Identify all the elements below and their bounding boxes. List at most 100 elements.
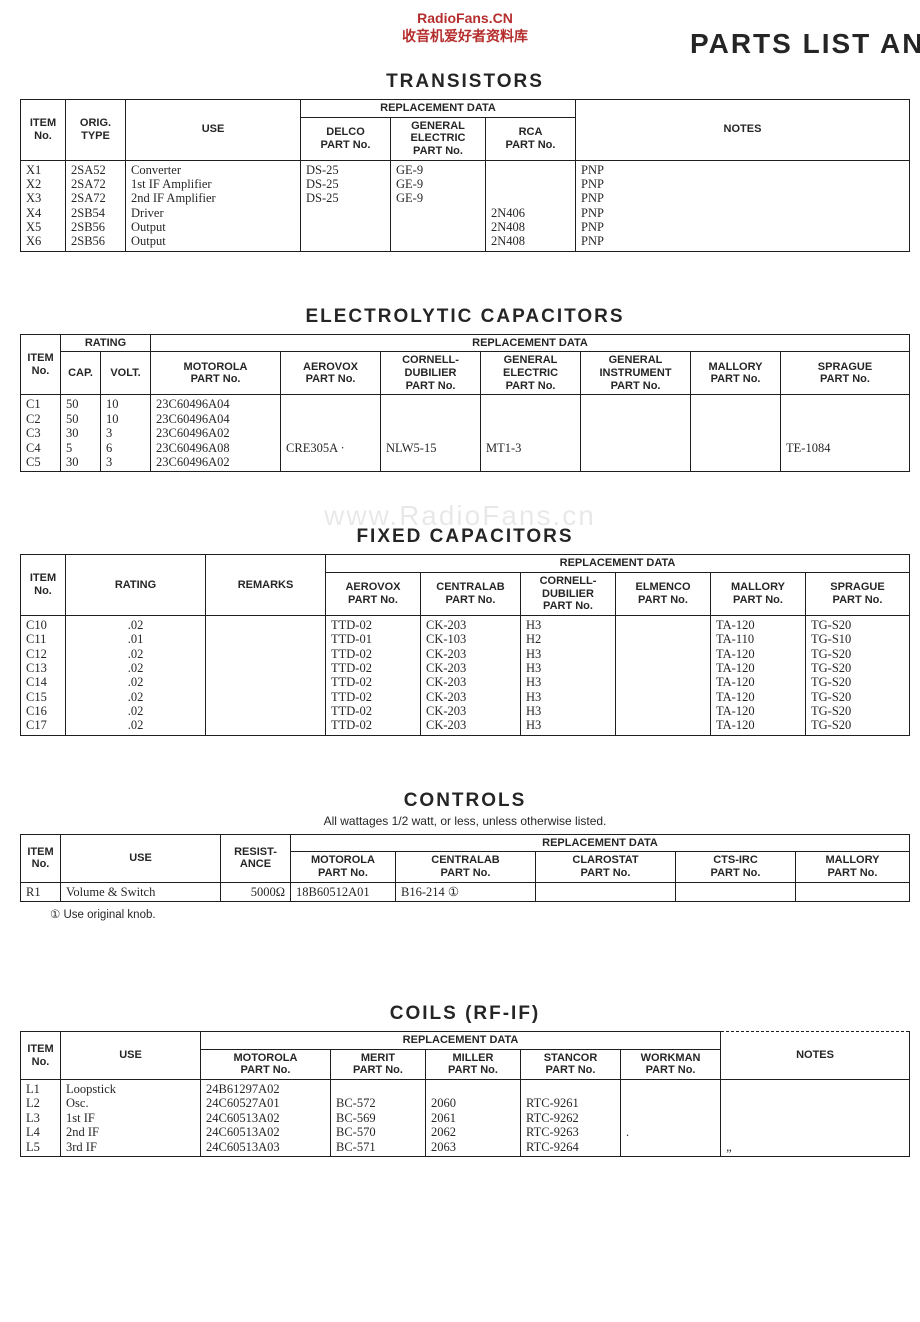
coils-table: ITEMNo. USE REPLACEMENT DATA NOTES MOTOR… (20, 1031, 910, 1157)
cell-item: X1 (26, 163, 60, 177)
cell-item: X6 (26, 234, 60, 248)
th-remarks: REMARKS (206, 555, 326, 616)
cell-mallory (696, 412, 775, 426)
th-stancor: STANCORPART No. (521, 1049, 621, 1079)
cell-sprague (786, 426, 904, 440)
cell-gi (586, 412, 685, 426)
cell-resist: 5000Ω (221, 882, 291, 901)
transistors-table: ITEMNo. ORIG.TYPE USE REPLACEMENT DATA N… (20, 99, 910, 252)
cell-volt: 10 (106, 397, 145, 411)
cell-sprague: TG-S20 (811, 661, 904, 675)
cell-notes (726, 1111, 904, 1125)
cell-volt: 3 (106, 426, 145, 440)
th-moto: MOTOROLAPART No. (151, 352, 281, 395)
cell-sprague: TG-S20 (811, 647, 904, 661)
cell-aero: TTD-02 (331, 704, 415, 718)
cell-miller: 2062 (431, 1125, 515, 1139)
cell-sprague: TG-S20 (811, 718, 904, 732)
cell-use: 1st IF (66, 1111, 195, 1125)
th-mallory: MALLORYPART No. (691, 352, 781, 395)
cell-moto: 24C60513A03 (206, 1140, 325, 1154)
cell-item: X5 (26, 220, 60, 234)
cell-merit: BC-572 (336, 1096, 420, 1110)
cell-aero: TTD-02 (331, 675, 415, 689)
cell-moto: 23C60496A04 (156, 397, 275, 411)
cell-mallory: TA-120 (716, 661, 800, 675)
th-use: USE (126, 100, 301, 161)
cell-item: L4 (26, 1125, 55, 1139)
th-cts: CTS-IRCPART No. (676, 852, 796, 882)
cell-merit (336, 1082, 420, 1096)
cell-rating: .01 (71, 632, 200, 646)
cell-cd (386, 426, 475, 440)
cell-rca (491, 177, 570, 191)
cell-ge (396, 206, 480, 220)
cell-workman (626, 1140, 715, 1154)
cell-item: C10 (26, 618, 60, 632)
cell-miller (431, 1082, 515, 1096)
cell-sprague: TG-S20 (811, 704, 904, 718)
cell-item: X3 (26, 191, 60, 205)
cell-use: Loopstick (66, 1082, 195, 1096)
cell-centralab: CK-203 (426, 718, 515, 732)
cell-item: C5 (26, 455, 55, 469)
section-title-transistors: TRANSISTORS (20, 71, 910, 93)
cell-centralab: CK-203 (426, 618, 515, 632)
cell-use: 2nd IF (66, 1125, 195, 1139)
th-orig: ORIG.TYPE (66, 100, 126, 161)
cell-centralab: CK-203 (426, 690, 515, 704)
cell-mallory: TA-110 (716, 632, 800, 646)
th-moto: MOTOROLAPART No. (291, 852, 396, 882)
cell-elmenco (621, 632, 705, 646)
cell-centralab: CK-203 (426, 704, 515, 718)
cell-remarks (211, 632, 320, 646)
cell-cd: H3 (526, 704, 610, 718)
cell-merit: BC-569 (336, 1111, 420, 1125)
cell-item: X4 (26, 206, 60, 220)
cell-moto: 23C60496A08 (156, 441, 275, 455)
th-volt: VOLT. (101, 352, 151, 395)
cell-moto: 18B60512A01 (291, 882, 396, 901)
cell-gi (586, 426, 685, 440)
cell-rating: .02 (71, 690, 200, 704)
th-delco: DELCOPART No. (301, 117, 391, 160)
cell-clarostat (536, 882, 676, 901)
cell-elmenco (621, 675, 705, 689)
cell-cap: 5 (66, 441, 95, 455)
cell-mallory (696, 441, 775, 455)
cell-orig: 2SB56 (71, 220, 120, 234)
cell-remarks (211, 618, 320, 632)
cell-orig: 2SA72 (71, 177, 120, 191)
th-rating: RATING (61, 334, 151, 352)
cell-rating: .02 (71, 704, 200, 718)
cell-sprague (786, 397, 904, 411)
cell-use: Osc. (66, 1096, 195, 1110)
cell-delco: DS-25 (306, 177, 385, 191)
table-row: R1 Volume & Switch 5000Ω 18B60512A01 B16… (21, 882, 910, 901)
th-cap: CAP. (61, 352, 101, 395)
cell-gi (586, 397, 685, 411)
cell-cd (386, 412, 475, 426)
cell-sprague (786, 412, 904, 426)
th-notes: NOTES (576, 100, 910, 161)
cell-delco: DS-25 (306, 191, 385, 205)
cell-ge (486, 426, 575, 440)
cell-rating: .02 (71, 647, 200, 661)
cell-delco (306, 220, 385, 234)
th-ge: GENERALELECTRICPART No. (391, 117, 486, 160)
watermark-line1: RadioFans.CN (20, 10, 910, 28)
cell-item: C11 (26, 632, 60, 646)
cell-aero: TTD-02 (331, 618, 415, 632)
th-centralab: CENTRALABPART No. (421, 572, 521, 615)
cell-item: C12 (26, 647, 60, 661)
cell-mallory (696, 397, 775, 411)
cell-rating: .02 (71, 618, 200, 632)
th-use: USE (61, 1032, 201, 1080)
cell-remarks (211, 718, 320, 732)
cell-remarks (211, 675, 320, 689)
cell-elmenco (621, 618, 705, 632)
cell-aero: TTD-02 (331, 718, 415, 732)
cell-moto: 24C60513A02 (206, 1125, 325, 1139)
cell-item: R1 (21, 882, 61, 901)
cell-sprague (786, 455, 904, 469)
